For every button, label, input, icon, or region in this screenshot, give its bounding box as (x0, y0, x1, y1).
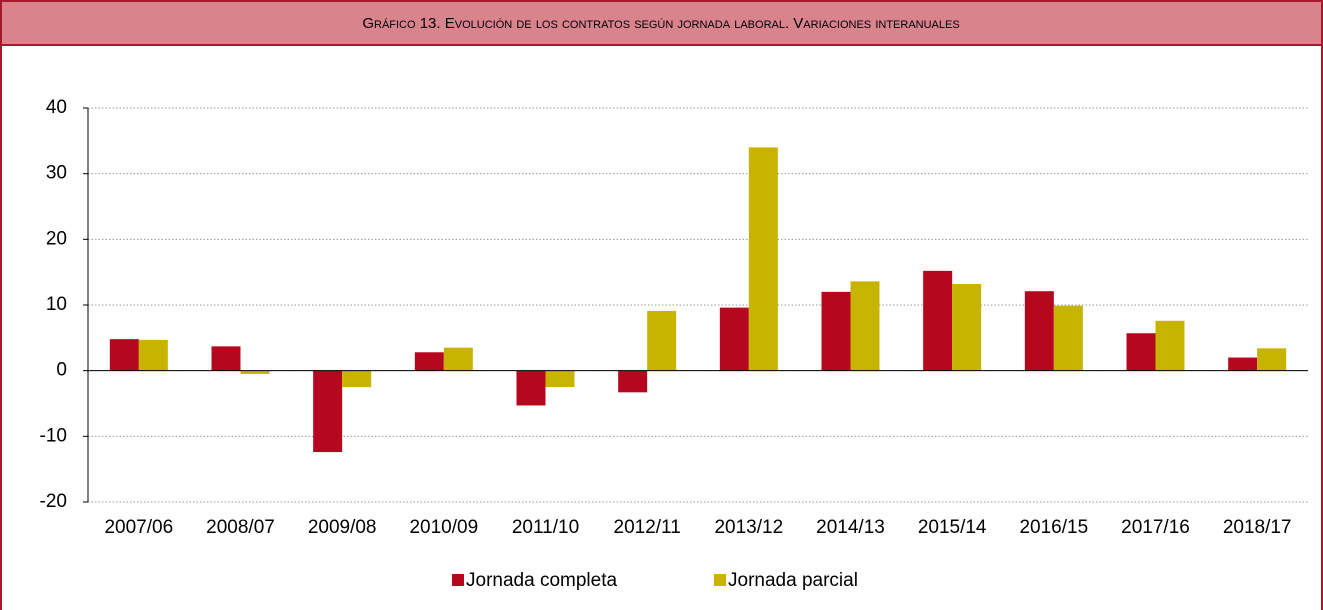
bar (1126, 333, 1156, 371)
title-bar (0, 0, 1323, 46)
y-tick-label: 30 (46, 163, 67, 184)
bar (1257, 348, 1287, 371)
bar (138, 339, 168, 371)
bar (618, 370, 648, 393)
chart-title: Gráfico 13. Evolución de los contratos s… (362, 15, 959, 32)
x-tick-label: 2017/16 (1121, 517, 1190, 538)
x-tick-label: 2013/12 (714, 517, 783, 538)
x-tick-label: 2009/08 (308, 517, 377, 538)
bar (923, 270, 953, 371)
bar (719, 307, 749, 371)
legend-swatch (452, 574, 464, 586)
x-tick-label: 2010/09 (409, 517, 478, 538)
bar (414, 352, 444, 371)
bar (1155, 320, 1185, 371)
bar (342, 370, 372, 388)
bar (1024, 291, 1054, 371)
bar (545, 370, 575, 388)
x-tick-label: 2012/11 (614, 517, 681, 538)
x-tick-label: 2016/15 (1019, 517, 1088, 538)
legend-swatch (714, 574, 726, 586)
bar (850, 281, 880, 371)
bar (952, 283, 982, 371)
y-tick-label: 0 (56, 360, 67, 381)
bar (1228, 357, 1258, 371)
x-tick-label: 2014/13 (816, 517, 885, 538)
x-tick-label: 2007/06 (104, 517, 173, 538)
y-tick-label: 40 (46, 97, 67, 118)
legend-label: Jornada completa (466, 570, 617, 591)
bar (443, 347, 473, 371)
bar (240, 370, 270, 374)
y-tick-label: -10 (40, 425, 67, 446)
y-tick-label: 20 (46, 228, 67, 249)
bar (647, 310, 677, 371)
bar (516, 370, 546, 406)
bar (748, 147, 778, 371)
bar (821, 291, 851, 371)
bar (1053, 305, 1083, 371)
legend-label: Jornada parcial (728, 570, 858, 591)
y-tick-label: -20 (40, 491, 67, 512)
bar (211, 346, 241, 371)
bar (109, 339, 139, 371)
x-tick-label: 2018/17 (1223, 517, 1292, 538)
x-tick-label: 2011/10 (512, 517, 579, 538)
x-tick-label: 2015/14 (918, 517, 987, 538)
y-tick-label: 10 (46, 294, 67, 315)
bar (313, 370, 343, 453)
x-tick-label: 2008/07 (206, 517, 275, 538)
